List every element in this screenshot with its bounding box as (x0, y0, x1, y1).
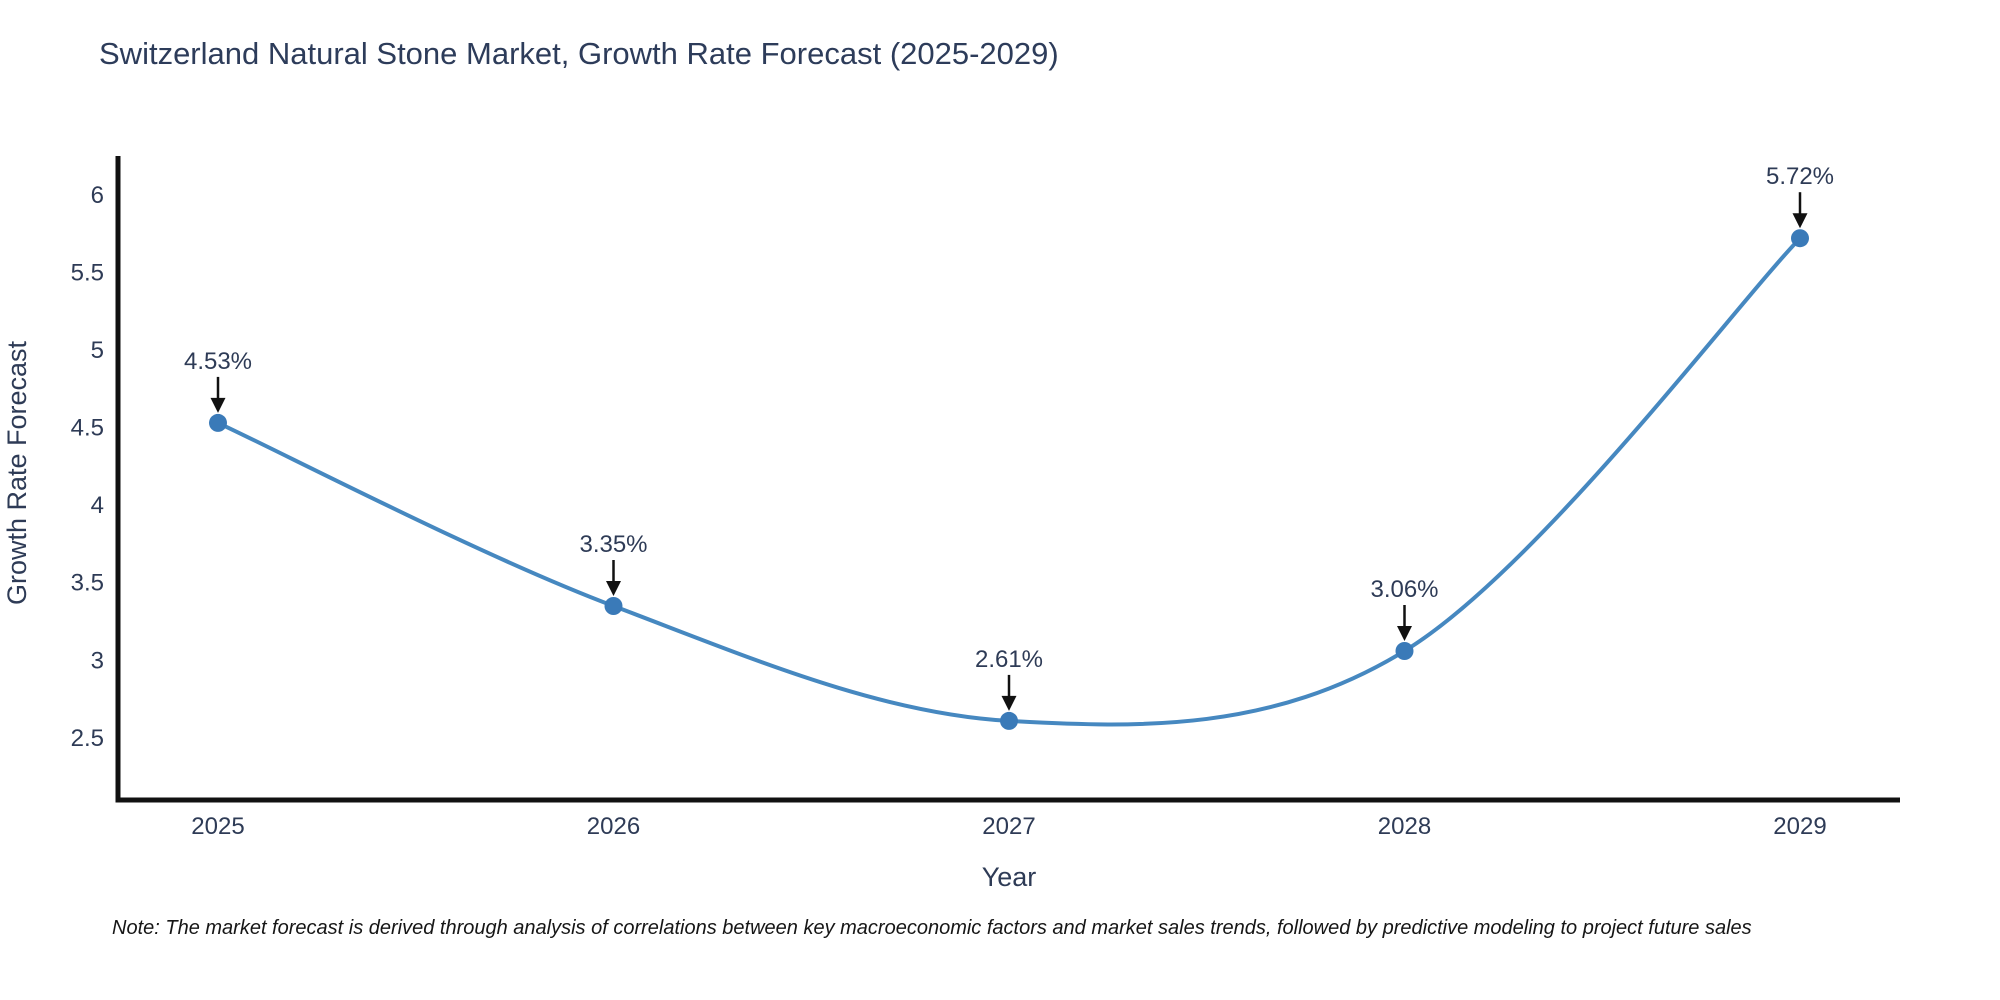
data-point-marker[interactable] (1395, 642, 1414, 660)
annotation-label: 3.35% (579, 531, 647, 558)
data-point-marker[interactable] (209, 413, 227, 432)
annotation-arrowhead (210, 397, 226, 413)
x-tick-label: 2028 (1378, 813, 1431, 840)
annotation-label: 4.53% (184, 348, 252, 375)
y-tick-label: 2.5 (71, 725, 104, 752)
x-tick-label: 2025 (191, 813, 244, 840)
annotation-arrowhead (606, 581, 621, 596)
y-tick-label: 5 (91, 337, 104, 364)
x-tick-label: 2026 (587, 813, 640, 840)
x-tick-label: 2027 (982, 813, 1035, 840)
annotation-label: 5.72% (1766, 163, 1834, 190)
chart-title: Switzerland Natural Stone Market, Growth… (99, 36, 1059, 71)
annotation-arrowhead (1001, 695, 1017, 711)
point-annotations: 4.53% 3.35% 2.61% 3.06% 5.72% (184, 163, 1834, 711)
trend-line (216, 236, 1802, 727)
y-axis-title: Growth Rate Forecast (2, 340, 32, 605)
data-point-marker[interactable] (1000, 711, 1018, 730)
y-tick-label: 4 (91, 492, 104, 519)
annotation-label: 2.61% (975, 646, 1043, 673)
annotation-label: 3.06% (1370, 576, 1438, 603)
x-axis-title: Year (982, 862, 1037, 892)
y-tick-label: 6 (91, 182, 104, 209)
growth-rate-series (209, 229, 1809, 730)
y-tick-label: 3.5 (71, 570, 104, 597)
x-axis-tick-labels: 2025 2026 2027 2028 2029 (191, 813, 1826, 840)
annotation-arrowhead (1397, 626, 1412, 641)
x-tick-label: 2029 (1773, 813, 1826, 840)
annotation-arrowhead (1792, 213, 1808, 229)
footnote: Note: The market forecast is derived thr… (112, 917, 1752, 939)
data-point-marker[interactable] (604, 597, 623, 615)
data-point-marker[interactable] (1791, 229, 1809, 248)
y-tick-label: 3 (91, 647, 104, 674)
y-tick-label: 5.5 (71, 259, 104, 286)
axis-lines (115, 156, 1900, 803)
y-tick-label: 4.5 (71, 415, 104, 442)
y-axis-tick-labels: 2.5 3 3.5 4 4.5 5 5.5 6 (71, 182, 104, 752)
